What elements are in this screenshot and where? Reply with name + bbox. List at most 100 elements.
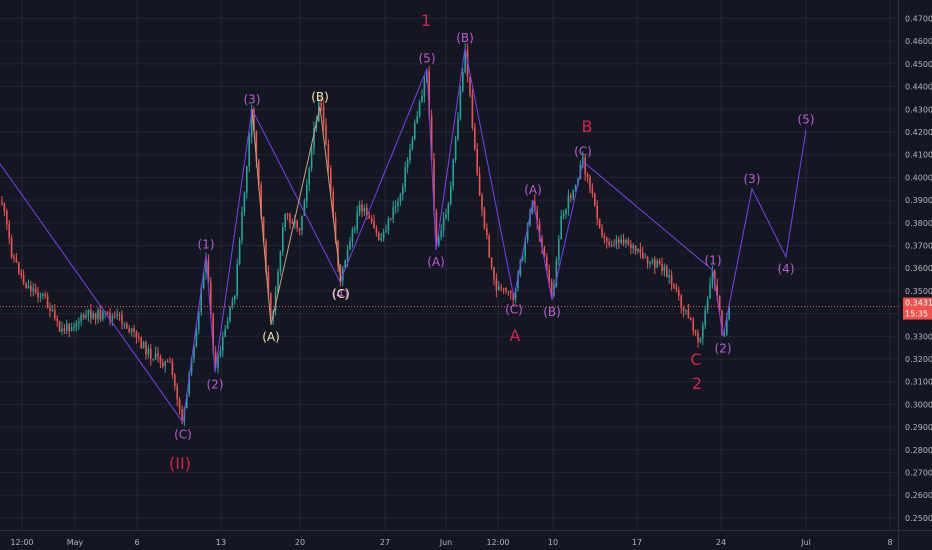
degree-label: B xyxy=(582,117,593,136)
candle-body xyxy=(483,209,486,228)
candle-body xyxy=(354,228,356,230)
candle-body xyxy=(459,91,462,119)
candle-body xyxy=(243,192,246,213)
candle-body xyxy=(94,313,97,320)
wave-label-alternate: (B) xyxy=(311,90,329,104)
candle-body xyxy=(514,287,517,301)
candle-body xyxy=(594,193,596,206)
wave-label: (4) xyxy=(332,287,349,301)
wave-label: (1) xyxy=(198,238,215,252)
wave-label: (A) xyxy=(524,183,542,197)
candle-body xyxy=(334,217,337,241)
candle-body xyxy=(534,201,536,211)
candle-body xyxy=(678,290,680,296)
candle-body xyxy=(248,136,250,167)
time-axis[interactable]: 12:00 May 6 13 20 27 Jun 12:00 10 17 24 Jul 8 xyxy=(10,538,892,547)
candle-body xyxy=(606,238,608,242)
price-tick-label: 0.3300 xyxy=(905,332,932,341)
wave-label: (3) xyxy=(744,172,761,186)
candle-body xyxy=(255,130,258,161)
wave-label: (A) xyxy=(427,255,445,269)
candle-body xyxy=(178,399,181,410)
candle-body xyxy=(205,259,207,273)
candle-body xyxy=(658,260,661,265)
candle-body xyxy=(586,174,589,178)
candle-body xyxy=(682,307,685,311)
candle-body xyxy=(99,309,102,320)
candle-body xyxy=(15,258,18,263)
candle-body xyxy=(73,326,75,328)
candle-body xyxy=(346,249,349,260)
candle-body xyxy=(502,287,505,289)
candle-body xyxy=(289,214,291,223)
candle-body xyxy=(673,284,675,288)
candle-body xyxy=(174,374,176,387)
price-tick-label: 0.4100 xyxy=(905,151,932,160)
candle-body xyxy=(543,247,546,257)
candle-body xyxy=(236,263,238,296)
candle-body xyxy=(639,248,642,253)
price-axis[interactable]: 0.4700 0.4600 0.4500 0.4400 0.4300 0.4200 0.41… xyxy=(905,15,932,523)
candle-body xyxy=(517,274,519,288)
candle-body xyxy=(126,323,128,329)
candle-body xyxy=(716,285,718,297)
candle-body xyxy=(284,214,286,228)
candle-body xyxy=(507,291,510,293)
candle-body xyxy=(298,227,301,231)
candle-body xyxy=(474,127,476,149)
candle-body xyxy=(529,213,531,225)
candle-body xyxy=(200,288,202,312)
candle-body xyxy=(176,386,178,400)
candle-body xyxy=(188,372,190,394)
candle-body xyxy=(589,177,591,189)
degree-label: 2 xyxy=(692,374,702,393)
candle-body xyxy=(558,239,560,260)
candle-body xyxy=(157,353,159,357)
candle-body xyxy=(282,227,284,252)
candle-body xyxy=(630,244,632,248)
candle-body xyxy=(310,148,313,169)
candle-body xyxy=(526,224,529,241)
candle-body xyxy=(603,236,606,239)
candle-body xyxy=(687,309,690,319)
candle-body xyxy=(56,318,58,322)
price-tick-label: 0.3200 xyxy=(905,355,932,364)
wave-labels: (C) (1) (2) (3) (4) (5) (A) (B) (C) (A) (B) (C) (1) (… xyxy=(169,11,814,473)
candle-body xyxy=(217,355,219,368)
candle-body xyxy=(399,194,402,202)
candle-body xyxy=(510,291,512,293)
candle-body xyxy=(538,223,541,238)
wave-label: (2) xyxy=(207,378,224,392)
candle-body xyxy=(598,218,601,228)
candle-body xyxy=(267,271,270,294)
wave-label-alternate: (C) xyxy=(332,287,350,301)
candle-body xyxy=(699,338,702,342)
candle-body xyxy=(44,293,46,296)
candle-body xyxy=(54,309,56,319)
candle-body xyxy=(212,314,214,352)
candle-body xyxy=(207,259,210,282)
candle-body xyxy=(378,232,380,240)
candle-body xyxy=(387,218,390,232)
candle-body xyxy=(262,216,265,242)
candle-body xyxy=(697,333,699,342)
candle-body xyxy=(618,239,620,243)
candle-body xyxy=(349,241,351,250)
candle-body xyxy=(171,361,174,375)
candle-body xyxy=(574,185,577,190)
candle-body xyxy=(450,185,452,204)
candle-body xyxy=(721,311,723,334)
candle-body xyxy=(327,144,330,169)
candle-body xyxy=(13,257,15,259)
candle-body xyxy=(430,115,433,160)
candle-body xyxy=(366,207,368,216)
candle-body xyxy=(380,238,382,240)
wave-label: (2) xyxy=(715,341,732,355)
degree-label: 1 xyxy=(421,11,431,30)
candle-body xyxy=(294,220,296,224)
time-tick-label: 27 xyxy=(380,538,390,547)
time-tick-label: 17 xyxy=(632,538,642,547)
candle-body xyxy=(486,227,488,236)
wave-label: (4) xyxy=(778,262,795,276)
